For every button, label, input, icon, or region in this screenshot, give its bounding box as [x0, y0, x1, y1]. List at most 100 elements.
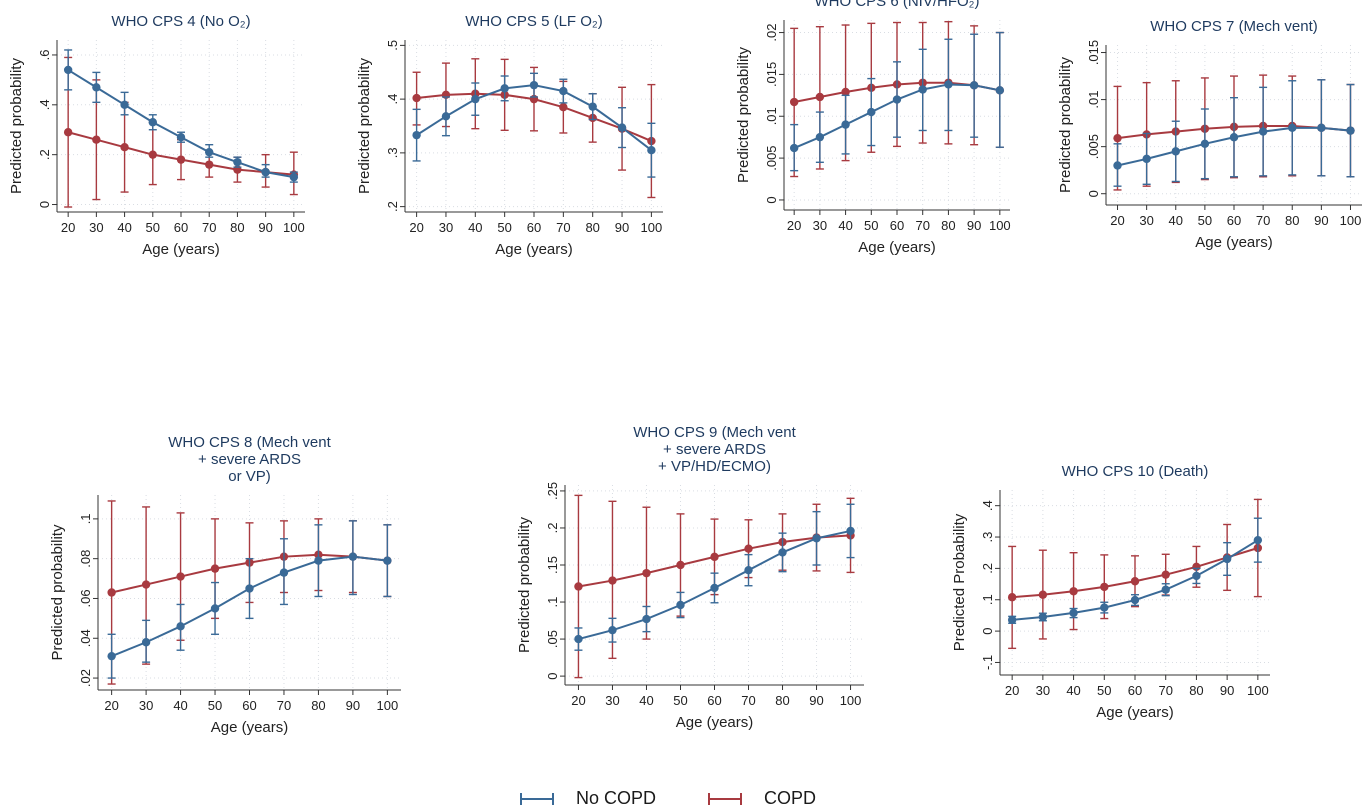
panel-6-y-tick-label-4: .2	[545, 523, 560, 534]
panel-6-x-tick-label-6: 80	[775, 693, 789, 708]
panel-7-copd-point-3	[1100, 582, 1109, 592]
panel-3-no-copd-point-3	[867, 107, 876, 117]
panel-1-y-tick-label-2: .4	[37, 99, 52, 110]
panel-5-x-tick-label-0: 20	[104, 698, 118, 713]
panel-4-no-copd-point-5	[1258, 127, 1268, 136]
panel-6-no-copd-point-6	[778, 548, 787, 557]
panel-4-title-line-1: WHO CPS 7 (Mech vent)	[1150, 18, 1318, 35]
panel-4-x-axis-title: Age (years)	[1195, 234, 1273, 251]
legend-swatch-no-copd	[520, 793, 554, 805]
panel-1-y-tick-label-3: .6	[37, 50, 52, 61]
panel-2-no-copd-point-8	[647, 145, 656, 155]
panel-1-copd-point-3	[148, 150, 157, 159]
panel-3-copd-point-1	[815, 92, 825, 102]
panel-2-no-copd-point-7	[617, 123, 627, 132]
panel-6-copd-point-0	[574, 582, 583, 591]
panel-3-x-tick-label-7: 90	[967, 218, 981, 233]
panel-5-y-tick-label-1: .04	[78, 629, 93, 647]
legend-label-copd: COPD	[764, 788, 817, 808]
panel-1-series-no-copd	[63, 49, 299, 183]
panel-4-x-tick-label-8: 100	[1340, 213, 1362, 228]
panel-6-x-tick-label-8: 100	[840, 693, 862, 708]
panel-7-x-tick-label-2: 40	[1066, 683, 1080, 698]
panel-1-no-copd-point-8	[289, 172, 299, 182]
panel-2-x-tick-label-8: 100	[641, 220, 663, 235]
panel-6-y-tick-label-5: .25	[545, 482, 560, 500]
panel-5-x-tick-label-8: 100	[377, 698, 399, 713]
panel-6-copd-point-3	[676, 560, 685, 570]
panel-4-no-copd-point-1	[1142, 154, 1151, 164]
panel-6-copd-point-4	[710, 552, 719, 562]
panel-5-no-copd-point-8	[383, 556, 392, 565]
panel-4-x-tick-label-3: 50	[1198, 213, 1212, 228]
panel-4-no-copd-point-6	[1288, 123, 1297, 133]
panel-2-copd-point-0	[412, 93, 421, 103]
panel-5-x-tick-label-4: 60	[242, 698, 256, 713]
panel-5-x-axis-title: Age (years)	[211, 719, 289, 736]
panel-2-y-tick-label-2: .4	[385, 94, 400, 105]
panel-5-no-copd-point-0	[107, 651, 116, 661]
panel-1-no-copd-point-6	[233, 157, 242, 167]
panel-1: 0 .2 .4 .6 20 30 40 50 60 70 80 90 100 Age (years) Pre…	[8, 13, 305, 258]
panel-3-no-copd-point-7	[969, 81, 979, 90]
panel-6-title-line-1: WHO CPS 9 (Mech vent	[633, 424, 796, 441]
panel-7-y-tick-label-0: -.1	[980, 655, 995, 670]
panel-5-title-line-2: + severe ARDS	[198, 451, 301, 468]
panel-5-no-copd-point-5	[279, 568, 289, 577]
panel-3-y-tick-label-2: .01	[764, 107, 779, 125]
panel-3-y-tick-label-0: 0	[764, 196, 779, 203]
panel-1-x-tick-label-3: 50	[146, 220, 160, 235]
panel-6-x-tick-label-2: 40	[639, 693, 653, 708]
panel-4-no-copd-point-8	[1346, 126, 1355, 135]
panel-5-x-tick-label-5: 70	[277, 698, 291, 713]
panel-4: 0 .005 .01 .015 20 30 40 50 60 70 80 90 100 Age (year…	[1057, 18, 1362, 251]
panel-3-x-tick-label-1: 30	[813, 218, 827, 233]
panel-1-x-tick-label-5: 70	[202, 220, 216, 235]
panel-4-x-tick-label-0: 20	[1110, 213, 1124, 228]
panel-1-x-tick-label-6: 80	[230, 220, 244, 235]
panel-5-y-tick-label-0: .02	[78, 669, 93, 687]
panel-4-x-tick-label-6: 80	[1285, 213, 1299, 228]
panel-5-no-copd-point-1	[141, 638, 151, 647]
panel-2-no-copd-point-3	[500, 84, 509, 93]
panel-3-x-tick-label-5: 70	[915, 218, 929, 233]
panel-4-no-copd-point-3	[1200, 139, 1210, 149]
panel-5-x-tick-label-6: 80	[311, 698, 325, 713]
panel-3-x-tick-label-4: 60	[890, 218, 904, 233]
panel-5-series-no-copd	[107, 520, 392, 679]
panel-1-no-copd-point-7	[261, 167, 270, 177]
panel-4-no-copd-point-7	[1317, 123, 1326, 133]
panel-2-y-tick-label-1: .3	[385, 147, 400, 158]
panel-3-no-copd-point-4	[892, 95, 902, 104]
panel-3-no-copd-point-2	[841, 120, 850, 129]
panel-1-no-copd-point-0	[63, 65, 73, 75]
panel-3-x-tick-label-8: 100	[989, 218, 1011, 233]
panel-7-series-no-copd	[1007, 517, 1263, 625]
panel-3-y-tick-label-4: .02	[764, 24, 779, 42]
panel-7-y-tick-label-4: .3	[980, 532, 995, 543]
panel-6-y-tick-label-3: .15	[545, 556, 560, 574]
panel-7-copd-point-0	[1007, 593, 1017, 602]
panel-5-y-tick-label-4: .1	[78, 513, 93, 524]
panel-7-x-tick-label-6: 80	[1189, 683, 1203, 698]
panel-7-y-tick-label-3: .2	[980, 563, 995, 574]
panel-5: .02 .04 .06 .08 .1 20 30 40 50 60 70 80 90 100 Age (ye…	[49, 434, 401, 736]
panel-3-no-copd-point-8	[995, 86, 1005, 95]
panel-6-x-axis-title: Age (years)	[676, 714, 754, 731]
panel-4-no-copd-point-0	[1113, 161, 1122, 170]
panel-5-title-line-3: or VP)	[228, 468, 271, 485]
panel-5-copd-point-3	[210, 564, 220, 573]
panel-3-x-tick-label-0: 20	[787, 218, 801, 233]
panel-7-x-tick-label-3: 50	[1097, 683, 1111, 698]
panel-4-no-copd-point-4	[1229, 133, 1239, 142]
panel-3-copd-point-2	[841, 87, 850, 97]
panel-1-copd-point-4	[176, 155, 186, 164]
panel-4-x-tick-label-1: 30	[1139, 213, 1153, 228]
panel-2-no-copd-point-4	[529, 80, 539, 90]
panel-3-title-line-1: WHO CPS 6 (NIV/HFO₂)	[815, 0, 980, 10]
panel-7-copd-point-2	[1069, 587, 1078, 596]
panel-2-x-axis-title: Age (years)	[495, 241, 573, 258]
panel-7-no-copd-point-6	[1192, 571, 1201, 581]
panel-5-x-tick-label-1: 30	[139, 698, 153, 713]
